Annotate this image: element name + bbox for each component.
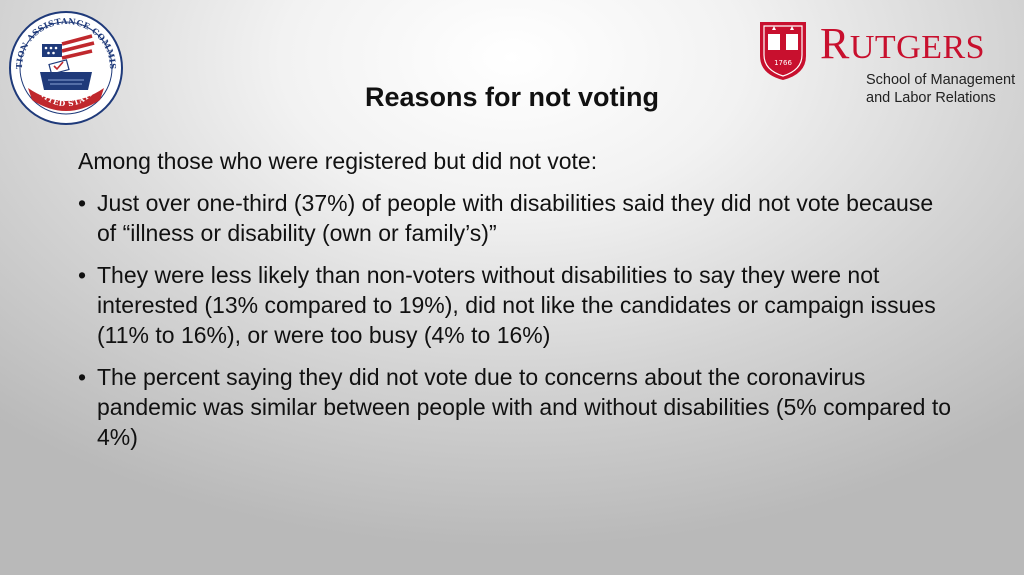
slide-title: Reasons for not voting: [364, 82, 659, 112]
intro-text: Among those who were registered but did …: [78, 148, 598, 174]
rutgers-shield-icon: 1766: [758, 20, 808, 82]
bullet-text: They were less likely than non-voters wi…: [97, 262, 936, 348]
bullet-item: • The percent saying they did not vote d…: [78, 362, 958, 452]
eac-seal-logo: ELECTION ASSISTANCE COMMISSION: [8, 10, 124, 126]
bullet-item: • They were less likely than non-voters …: [78, 260, 958, 350]
rutgers-wordmark-rest: utgers: [849, 29, 986, 66]
bullet-list: • Just over one-third (37%) of people wi…: [78, 188, 958, 452]
rutgers-logo: 1766 Rutgers School of Management and La…: [758, 18, 1015, 108]
bullet-icon: •: [78, 190, 87, 216]
shield-year: 1766: [774, 59, 792, 67]
rutgers-wordmark: Rutgers: [820, 22, 985, 66]
bullet-text: Just over one-third (37%) of people with…: [97, 190, 934, 246]
bullet-icon: •: [78, 364, 87, 390]
bullet-item: • Just over one-third (37%) of people wi…: [78, 188, 958, 248]
rutgers-school-line2: and Labor Relations: [866, 90, 996, 106]
rutgers-school-line1: School of Management: [866, 72, 1016, 88]
ballot-box-icon: [40, 59, 92, 90]
bullet-text: The percent saying they did not vote due…: [97, 364, 951, 450]
flag-icon: [42, 34, 95, 60]
slide-body: Among those who were registered but did …: [78, 146, 958, 464]
bullet-icon: •: [78, 262, 87, 288]
rutgers-wordmark-first: R: [820, 19, 850, 68]
